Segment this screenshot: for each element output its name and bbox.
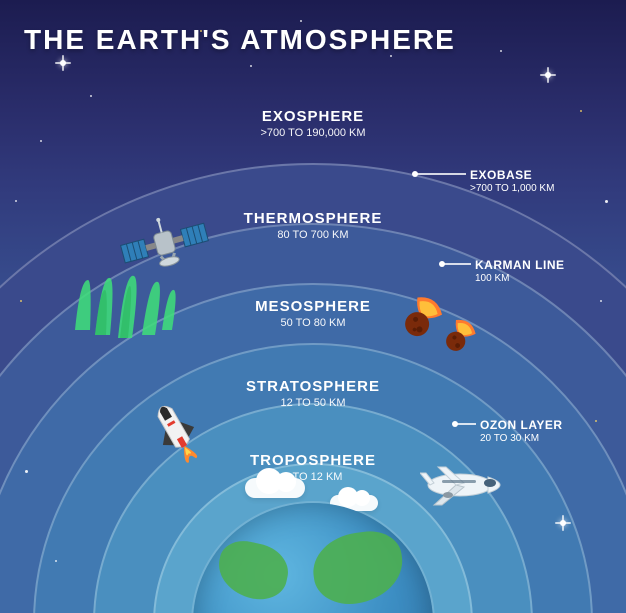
star-icon [545,72,551,78]
star-icon [500,50,502,52]
star-icon [595,420,597,422]
star-icon [600,300,602,302]
airplane-icon [420,455,510,520]
layer-name: MESOSPHERE [203,298,423,315]
star-icon [60,60,66,66]
star-icon [580,110,582,112]
layer-label-stratosphere: STRATOSPHERE 12 TO 50 KM [203,378,423,409]
leader-line [442,263,471,265]
side-label-range: 100 KM [475,273,565,284]
layer-name: THERMOSPHERE [203,210,423,227]
side-label-ozon-layer: OZON LAYER20 TO 30 KM [480,418,563,444]
star-icon [40,140,42,142]
star-icon [605,200,608,203]
page-title: THE EARTH'S ATMOSPHERE [24,24,456,56]
star-icon [25,470,28,473]
star-icon [250,65,252,67]
star-icon [20,300,22,302]
aurora-icon [70,270,180,355]
layer-label-thermosphere: THERMOSPHERE 80 TO 700 KM [203,210,423,241]
layer-name: EXOSPHERE [203,108,423,125]
layer-name: STRATOSPHERE [203,378,423,395]
layer-range: 80 TO 700 KM [203,229,423,241]
star-icon [300,20,302,22]
side-label-karman-line: KARMAN LINE100 KM [475,258,565,284]
side-label-name: EXOBASE [470,168,554,182]
space-shuttle-icon [135,395,215,470]
side-label-range: >700 TO 1,000 KM [470,183,554,194]
side-label-name: KARMAN LINE [475,258,565,272]
star-icon [560,520,566,526]
cloud-puff-icon [276,472,296,492]
layer-name: TROPOSPHERE [203,452,423,469]
side-label-range: 20 TO 30 KM [480,433,563,444]
star-icon [15,200,17,202]
side-label-exobase: EXOBASE>700 TO 1,000 KM [470,168,554,194]
meteor-icon-2 [438,318,478,363]
layer-range: 12 TO 50 KM [203,397,423,409]
layer-label-troposphere: TROPOSPHERE 0 TO 12 KM [203,452,423,483]
layer-range: >700 TO 190,000 KM [203,127,423,139]
leader-line [415,173,466,175]
leader-line [455,423,476,425]
star-icon [90,95,92,97]
star-icon [55,560,57,562]
layer-label-exosphere: EXOSPHERE >700 TO 190,000 KM [203,108,423,139]
atmosphere-infographic: THE EARTH'S ATMOSPHERE EXOSPHERE >700 TO … [0,0,626,613]
cloud-puff-icon [354,490,370,506]
side-label-name: OZON LAYER [480,418,563,432]
layer-label-mesosphere: MESOSPHERE 50 TO 80 KM [203,298,423,329]
layer-range: 50 TO 80 KM [203,317,423,329]
layer-range: 0 TO 12 KM [203,471,423,483]
